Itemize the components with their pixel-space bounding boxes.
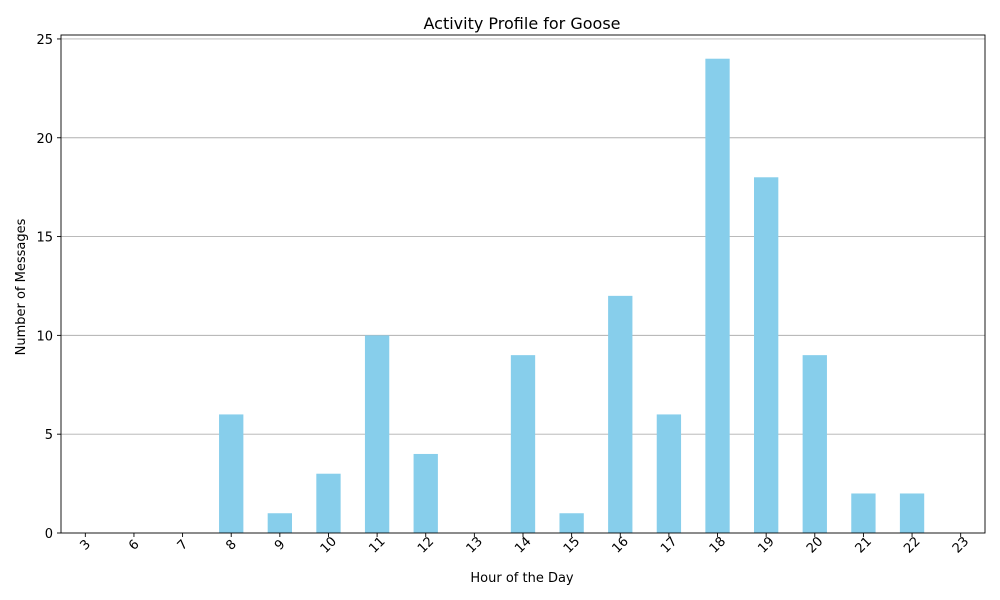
- x-tick-label: 22: [901, 534, 923, 556]
- x-tick-label: 14: [512, 534, 534, 556]
- y-ticks: 0 5 10 15 20 25: [36, 33, 61, 542]
- x-tick-label: 8: [223, 537, 239, 553]
- bar: [559, 513, 584, 533]
- bar: [802, 355, 827, 533]
- x-tick-label: 19: [755, 534, 777, 556]
- bar: [754, 177, 779, 534]
- x-axis-title: Hour of the Day: [470, 571, 574, 586]
- chart-title: Activity Profile for Goose: [424, 14, 621, 33]
- y-tick-label: 15: [36, 231, 53, 246]
- y-tick-label: 5: [45, 428, 53, 443]
- bar: [899, 493, 925, 533]
- x-tick-label: 13: [464, 534, 486, 556]
- y-tick-label: 25: [36, 33, 53, 48]
- bar: [316, 473, 341, 533]
- bar: [656, 414, 682, 533]
- y-tick-label: 0: [45, 527, 53, 542]
- x-ticks: 3 6 7 8 9 10 11 12 13 14 15 16 17 18 19 20 21 22 23: [77, 533, 972, 557]
- x-tick-label: 3: [77, 537, 93, 553]
- x-tick-label: 7: [175, 537, 191, 553]
- x-tick-label: 23: [950, 534, 972, 556]
- bar: [267, 513, 292, 533]
- x-tick-label: 9: [272, 537, 288, 553]
- x-tick-label: 20: [804, 534, 826, 556]
- grid-lines: [61, 38, 985, 435]
- bar: [608, 295, 633, 533]
- bar: [413, 453, 438, 533]
- bar: [851, 493, 876, 533]
- y-tick-label: 20: [36, 132, 53, 147]
- y-tick-label: 10: [36, 329, 53, 344]
- x-tick-label: 17: [658, 534, 680, 556]
- y-axis-title: Number of Messages: [14, 218, 29, 355]
- bar: [705, 58, 730, 533]
- x-tick-label: 21: [853, 534, 875, 556]
- x-tick-label: 16: [609, 534, 631, 556]
- bar: [219, 414, 244, 533]
- x-tick-label: 6: [126, 537, 142, 553]
- bar: [510, 355, 536, 533]
- bars: [219, 58, 925, 534]
- x-tick-label: 18: [707, 534, 729, 556]
- x-tick-label: 11: [366, 534, 388, 556]
- x-tick-label: 10: [318, 534, 340, 556]
- x-tick-label: 15: [561, 534, 583, 556]
- bar: [364, 335, 390, 533]
- x-tick-label: 12: [415, 534, 437, 556]
